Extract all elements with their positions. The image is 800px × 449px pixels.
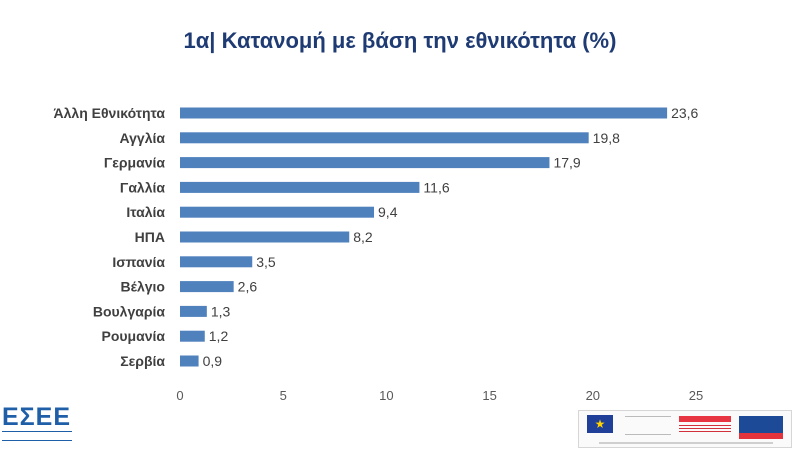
bar [180, 355, 199, 367]
value-label: 2,6 [238, 279, 258, 295]
bars-layer [180, 107, 668, 367]
value-label: 0,9 [203, 353, 223, 369]
esee-logo: ΕΣΕΕ [2, 404, 82, 441]
x-tick-label: 20 [586, 388, 600, 403]
category-label: Βουλγαρία [93, 303, 166, 319]
category-label: Γαλλία [120, 179, 165, 195]
value-label: 11,6 [423, 179, 449, 195]
epanek-text-lines [679, 425, 731, 433]
x-axis-ticks: 0 5 10 15 20 25 [176, 388, 703, 403]
category-labels: Άλλη Εθνικότητα Αγγλία Γερμανία Γαλλία Ιταλί… [54, 105, 166, 369]
bar [180, 330, 205, 342]
chart-title: 1α| Κατανομή με βάση την εθνικότητα (%) [183, 28, 617, 53]
bar [180, 132, 589, 144]
x-tick-label: 0 [176, 388, 183, 403]
value-labels: 23,6 19,8 17,9 11,6 9,4 8,2 3,5 2,6 1,3 1,2 0,9 [203, 105, 699, 369]
espa-logo-icon [739, 416, 783, 433]
bar [180, 206, 375, 218]
funding-banner [578, 410, 792, 448]
category-label: Βέλγιο [121, 279, 165, 295]
value-label: 19,8 [593, 130, 620, 146]
ministry-emblem-icon [625, 416, 671, 435]
category-label: Ιταλία [126, 204, 165, 220]
category-label: Ισπανία [112, 254, 165, 270]
category-label: Ρουμανία [102, 328, 166, 344]
category-label: Σερβία [120, 353, 165, 369]
x-tick-label: 10 [379, 388, 393, 403]
espa-stripe-icon [739, 433, 783, 439]
logo-lines [2, 431, 72, 441]
x-tick-label: 25 [689, 388, 703, 403]
eu-flag-icon [587, 415, 613, 433]
bar [180, 256, 253, 268]
value-label: 1,2 [209, 328, 229, 344]
bar [180, 181, 420, 193]
banner-footnote-line [599, 442, 773, 444]
bar [180, 281, 234, 293]
value-label: 9,4 [378, 204, 398, 220]
value-label: 8,2 [353, 229, 373, 245]
value-label: 1,3 [211, 303, 231, 319]
bar [180, 305, 207, 317]
bar [180, 157, 550, 169]
x-tick-label: 5 [280, 388, 287, 403]
value-label: 17,9 [553, 155, 580, 171]
bar [180, 107, 668, 119]
bar [180, 231, 350, 243]
category-label: Άλλη Εθνικότητα [54, 105, 166, 121]
category-label: Γερμανία [104, 155, 166, 171]
category-label: Αγγλία [120, 130, 166, 146]
esee-logo-text: ΕΣΕΕ [2, 403, 72, 431]
category-label: ΗΠΑ [135, 229, 165, 245]
value-label: 3,5 [256, 254, 276, 270]
value-label: 23,6 [671, 105, 698, 121]
x-tick-label: 15 [482, 388, 496, 403]
